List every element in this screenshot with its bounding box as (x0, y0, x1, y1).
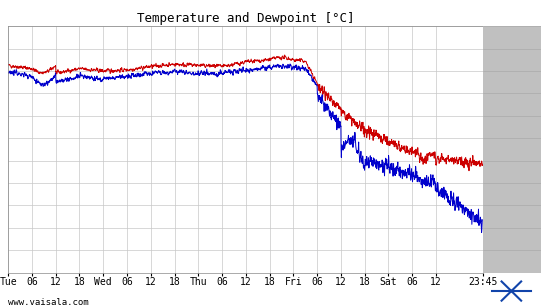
Text: www.vaisala.com: www.vaisala.com (8, 298, 89, 307)
Title: Temperature and Dewpoint [°C]: Temperature and Dewpoint [°C] (137, 12, 354, 25)
